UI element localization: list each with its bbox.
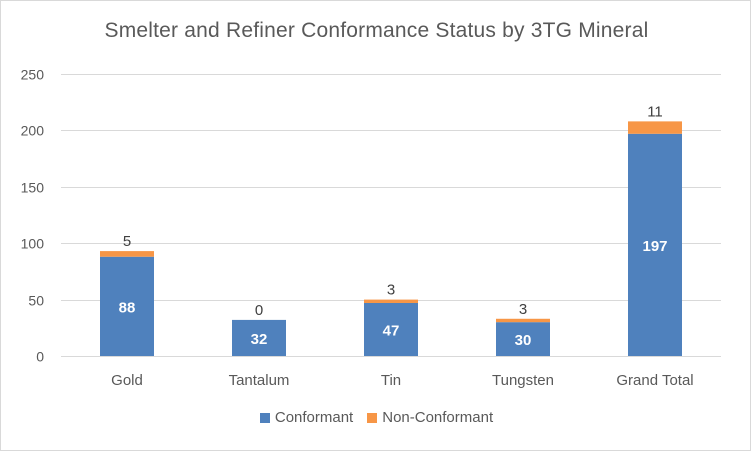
legend-label-conformant: Conformant <box>274 409 354 426</box>
x-axis-ticks: Gold Tantalum Tin Tungsten Grand Total <box>111 372 693 389</box>
data-label-conformant: 30 <box>515 332 532 349</box>
legend-item-non-conformant: Non-Conformant <box>367 409 493 426</box>
y-tick-label: 50 <box>28 293 44 309</box>
bars <box>100 121 682 356</box>
data-label-conformant: 88 <box>119 299 136 316</box>
bar-non-conformant <box>496 318 550 323</box>
data-label-non-conformant: 5 <box>123 233 131 250</box>
y-tick-label: 100 <box>21 236 45 252</box>
bar-non-conformant <box>628 121 682 134</box>
legend-swatch-conformant <box>259 412 270 423</box>
data-label-non-conformant: 0 <box>255 302 263 319</box>
bar-conformant <box>628 133 682 356</box>
data-label-non-conformant: 11 <box>647 103 663 120</box>
bar-non-conformant <box>364 299 418 303</box>
legend-item-conformant: Conformant <box>259 409 354 426</box>
data-labels: 88 5 32 0 47 3 30 3 197 11 <box>119 103 668 349</box>
x-tick-label: Gold <box>111 372 143 389</box>
chart-title: Smelter and Refiner Conformance Status b… <box>104 19 649 42</box>
y-tick-label: 150 <box>21 180 45 196</box>
data-label-conformant: 197 <box>642 238 667 255</box>
y-tick-label: 200 <box>21 123 45 139</box>
bar-conformant <box>496 322 550 356</box>
data-label-non-conformant: 3 <box>519 301 527 318</box>
bar-conformant <box>232 319 286 356</box>
legend-label-non-conformant: Non-Conformant <box>382 409 494 426</box>
legend-swatch-non-conformant <box>367 412 378 423</box>
x-tick-label: Tantalum <box>229 372 290 389</box>
y-axis-ticks: 0 50 100 150 200 250 <box>21 67 45 365</box>
legend: Conformant Non-Conformant <box>1 409 752 426</box>
y-tick-label: 250 <box>21 67 45 83</box>
bar-conformant <box>100 256 154 356</box>
data-label-conformant: 32 <box>251 331 268 348</box>
y-tick-label: 0 <box>36 349 44 365</box>
x-tick-label: Tungsten <box>492 372 554 389</box>
x-tick-label: Grand Total <box>616 372 693 389</box>
bar-conformant <box>364 302 418 356</box>
bar-non-conformant <box>100 251 154 257</box>
data-label-non-conformant: 3 <box>387 282 395 299</box>
x-tick-label: Tin <box>381 372 401 389</box>
data-label-conformant: 47 <box>383 322 400 339</box>
